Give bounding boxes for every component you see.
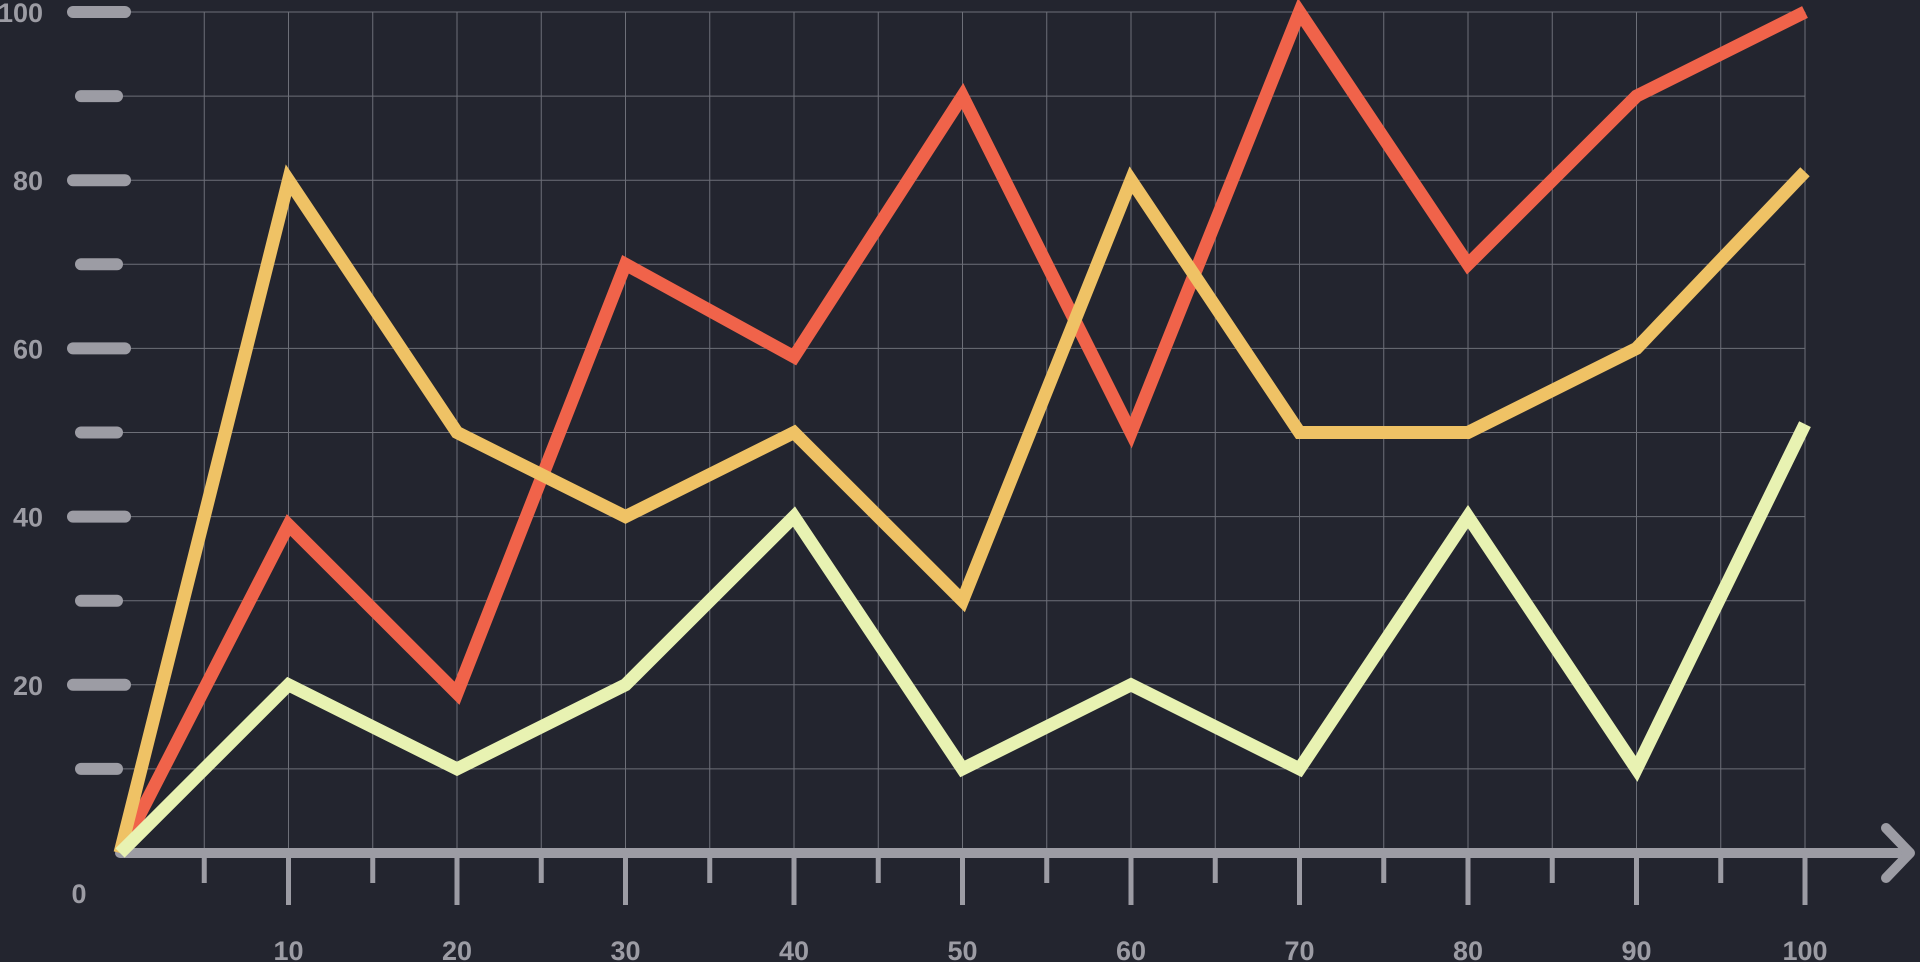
y-tick-label: 100 (0, 0, 43, 28)
x-tick-label: 40 (779, 936, 809, 962)
series-lines (113, 0, 1811, 858)
y-tick-label: 40 (13, 503, 43, 533)
series-line-2 (113, 164, 1810, 855)
series-line-1 (114, 0, 1808, 856)
x-tick-label: 50 (947, 936, 977, 962)
x-tick-label: 60 (1116, 936, 1146, 962)
x-tick-label: 70 (1284, 936, 1314, 962)
series-line-3 (115, 421, 1811, 858)
x-axis-ticks (201, 853, 1808, 905)
x-tick-label: 90 (1621, 936, 1651, 962)
x-tick-label: 30 (610, 936, 640, 962)
y-tick-label: 20 (13, 671, 43, 701)
y-tick-label: 60 (13, 334, 43, 364)
x-tick-label: 20 (442, 936, 472, 962)
x-tick-label: 10 (273, 936, 303, 962)
tick-labels: 0 20 40 60 80 100 10 20 30 40 50 60 70 80 90 100 (0, 0, 1828, 962)
origin-label: 0 (71, 879, 86, 909)
x-tick-label: 80 (1453, 936, 1483, 962)
x-axis (115, 823, 1915, 883)
x-axis-arrow-icon (1881, 823, 1915, 883)
y-axis-ticks (67, 6, 131, 775)
y-tick-label: 80 (13, 166, 43, 196)
x-tick-label: 100 (1782, 936, 1827, 962)
